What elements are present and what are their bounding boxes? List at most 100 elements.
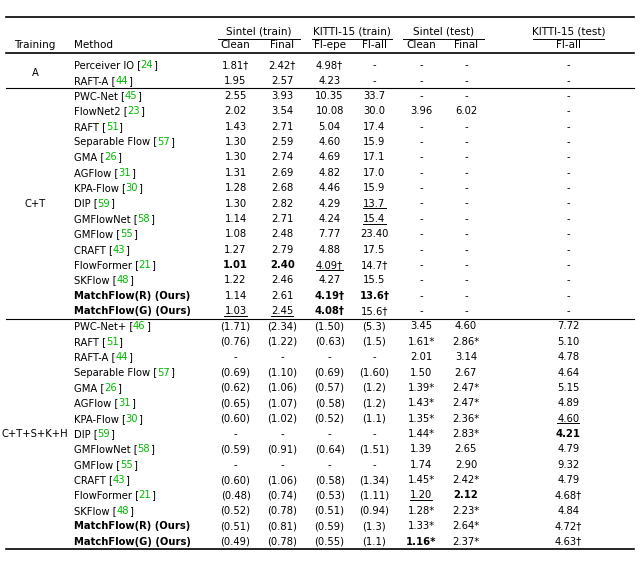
Text: -: - — [419, 75, 423, 86]
Text: -: - — [328, 352, 332, 362]
Text: 17.4: 17.4 — [364, 122, 385, 132]
Text: ]: ] — [154, 60, 157, 70]
Text: FlowFormer [: FlowFormer [ — [74, 490, 139, 501]
Text: (1.71): (1.71) — [220, 321, 251, 331]
Text: ]: ] — [170, 137, 173, 147]
Text: 21: 21 — [139, 490, 152, 501]
Text: -: - — [419, 214, 423, 224]
Text: ]: ] — [146, 321, 150, 331]
Text: 2.71: 2.71 — [271, 122, 293, 132]
Text: ]: ] — [131, 168, 134, 178]
Text: 4.98†: 4.98† — [316, 60, 343, 70]
Text: -: - — [566, 275, 570, 285]
Text: 15.9: 15.9 — [364, 137, 385, 147]
Text: 44: 44 — [115, 75, 127, 86]
Text: PWC-Net+ [: PWC-Net+ [ — [74, 321, 133, 331]
Text: -: - — [464, 214, 468, 224]
Text: -: - — [464, 260, 468, 270]
Text: 2.55: 2.55 — [225, 91, 246, 101]
Text: 2.61: 2.61 — [271, 291, 293, 301]
Text: 1.45*: 1.45* — [408, 475, 435, 485]
Text: -: - — [464, 168, 468, 178]
Text: 4.60: 4.60 — [319, 137, 340, 147]
Text: 31: 31 — [118, 398, 131, 408]
Text: 4.27: 4.27 — [319, 275, 340, 285]
Text: (0.60): (0.60) — [221, 475, 250, 485]
Text: 2.65: 2.65 — [455, 444, 477, 454]
Text: 2.67: 2.67 — [455, 367, 477, 377]
Text: -: - — [234, 429, 237, 439]
Text: 13.6†: 13.6† — [360, 291, 389, 301]
Text: -: - — [566, 122, 570, 132]
Text: 1.30: 1.30 — [225, 137, 246, 147]
Text: -: - — [419, 122, 423, 132]
Text: 46: 46 — [133, 321, 146, 331]
Text: FlowFormer [: FlowFormer [ — [74, 260, 139, 270]
Text: 2.57: 2.57 — [271, 75, 293, 86]
Text: (1.34): (1.34) — [360, 475, 389, 485]
Text: GMFlowNet [: GMFlowNet [ — [74, 214, 138, 224]
Text: -: - — [566, 306, 570, 316]
Text: 4.60: 4.60 — [455, 321, 477, 331]
Text: FlowNet2 [: FlowNet2 [ — [74, 107, 127, 116]
Text: KITTI-15 (train): KITTI-15 (train) — [313, 26, 391, 36]
Text: 15.4: 15.4 — [364, 214, 385, 224]
Text: 59: 59 — [97, 199, 110, 209]
Text: (1.1): (1.1) — [362, 414, 387, 423]
Text: (1.5): (1.5) — [362, 337, 387, 347]
Text: 2.48: 2.48 — [271, 229, 293, 239]
Text: ]: ] — [110, 199, 114, 209]
Text: (0.69): (0.69) — [315, 367, 344, 377]
Text: 4.69: 4.69 — [319, 153, 340, 162]
Text: -: - — [419, 60, 423, 70]
Text: (0.58): (0.58) — [315, 398, 344, 408]
Text: 1.16*: 1.16* — [406, 536, 436, 547]
Text: 1.28: 1.28 — [225, 183, 246, 193]
Text: GMFlow [: GMFlow [ — [74, 229, 120, 239]
Text: 1.27: 1.27 — [225, 245, 246, 255]
Text: AGFlow [: AGFlow [ — [74, 398, 118, 408]
Text: ]: ] — [116, 153, 120, 162]
Text: 1.30: 1.30 — [225, 199, 246, 209]
Text: (5.3): (5.3) — [363, 321, 386, 331]
Text: -: - — [280, 460, 284, 469]
Text: 4.09†: 4.09† — [316, 260, 343, 270]
Text: (1.06): (1.06) — [268, 383, 297, 393]
Text: 1.30: 1.30 — [225, 153, 246, 162]
Text: 4.82: 4.82 — [319, 168, 340, 178]
Text: 10.08: 10.08 — [316, 107, 344, 116]
Text: (1.1): (1.1) — [362, 536, 387, 547]
Text: 26: 26 — [104, 383, 116, 393]
Text: (0.78): (0.78) — [268, 536, 297, 547]
Text: (0.91): (0.91) — [268, 444, 297, 454]
Text: Fl-epe: Fl-epe — [314, 40, 346, 50]
Text: 1.28*: 1.28* — [408, 506, 435, 516]
Text: -: - — [419, 291, 423, 301]
Text: ]: ] — [138, 414, 142, 423]
Text: ]: ] — [150, 444, 154, 454]
Text: 48: 48 — [116, 506, 129, 516]
Text: 2.68: 2.68 — [271, 183, 293, 193]
Text: Perceiver IO [: Perceiver IO [ — [74, 60, 141, 70]
Text: (0.48): (0.48) — [221, 490, 250, 501]
Text: -: - — [566, 199, 570, 209]
Text: 4.79: 4.79 — [557, 475, 579, 485]
Text: ]: ] — [152, 260, 156, 270]
Text: -: - — [419, 153, 423, 162]
Text: RAFT [: RAFT [ — [74, 122, 106, 132]
Text: 5.04: 5.04 — [319, 122, 340, 132]
Text: (1.51): (1.51) — [359, 444, 390, 454]
Text: ]: ] — [137, 91, 141, 101]
Text: ]: ] — [150, 214, 154, 224]
Text: 17.5: 17.5 — [364, 245, 385, 255]
Text: RAFT-A [: RAFT-A [ — [74, 75, 115, 86]
Text: (0.78): (0.78) — [268, 506, 297, 516]
Text: MatchFlow(R) (Ours): MatchFlow(R) (Ours) — [74, 291, 190, 301]
Text: -: - — [372, 60, 376, 70]
Text: 2.42*: 2.42* — [452, 475, 479, 485]
Text: 3.93: 3.93 — [271, 91, 293, 101]
Text: GMFlowNet [: GMFlowNet [ — [74, 444, 138, 454]
Text: 3.45: 3.45 — [410, 321, 432, 331]
Text: 30.0: 30.0 — [364, 107, 385, 116]
Text: -: - — [464, 245, 468, 255]
